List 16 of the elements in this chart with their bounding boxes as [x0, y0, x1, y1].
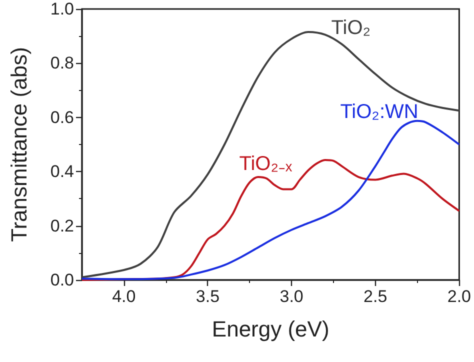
x-tick-label: 3.0 — [280, 287, 304, 306]
y-tick-label: 0.0 — [50, 270, 74, 290]
y-tick-label: 0.6 — [50, 108, 74, 127]
series-label: TiO₂ — [331, 17, 371, 40]
series-label: TiO₂₋ₓ — [239, 152, 292, 175]
y-tick-label: 0.4 — [50, 162, 74, 182]
x-tick-label: 3.5 — [196, 287, 220, 306]
x-tick-label: 2.0 — [447, 287, 472, 306]
x-tick-label: 4.0 — [112, 287, 136, 306]
x-tick-label: 2.5 — [364, 287, 388, 306]
x-axis-title: Energy (eV) — [212, 316, 330, 342]
y-tick-label: 1.0 — [50, 0, 74, 18]
y-tick-label: 0.2 — [50, 216, 74, 236]
y-tick-label: 0.8 — [50, 54, 74, 73]
series-label: TiO₂:WN — [340, 100, 418, 123]
y-axis-title: Transmittance (abs) — [6, 47, 32, 242]
